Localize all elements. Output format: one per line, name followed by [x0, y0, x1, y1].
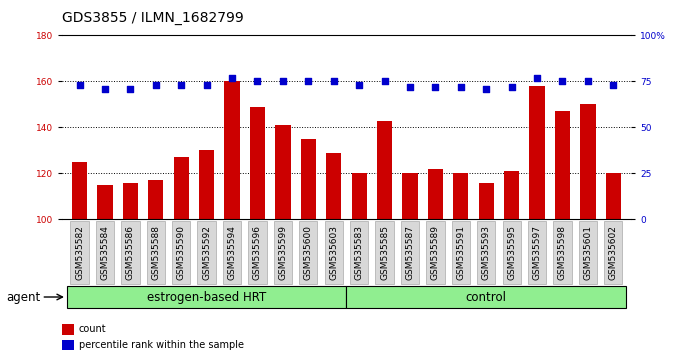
FancyBboxPatch shape	[451, 222, 470, 284]
FancyBboxPatch shape	[223, 222, 241, 284]
Text: GSM535593: GSM535593	[482, 225, 490, 280]
FancyBboxPatch shape	[604, 222, 622, 284]
Point	[252, 79, 263, 84]
Point	[303, 79, 314, 84]
Point	[405, 84, 416, 90]
FancyBboxPatch shape	[71, 222, 88, 284]
Bar	[174, 157, 189, 219]
Text: estrogen-based HRT: estrogen-based HRT	[147, 291, 266, 303]
Text: GSM535588: GSM535588	[152, 225, 161, 280]
Point	[608, 82, 619, 88]
Text: count: count	[79, 324, 106, 334]
Text: percentile rank within the sample: percentile rank within the sample	[79, 340, 244, 350]
FancyBboxPatch shape	[299, 222, 318, 284]
FancyBboxPatch shape	[121, 222, 139, 284]
Text: GSM535590: GSM535590	[177, 225, 186, 280]
Bar	[351, 173, 367, 219]
Text: GSM535592: GSM535592	[202, 225, 211, 280]
Text: control: control	[466, 291, 507, 303]
Bar	[72, 162, 87, 219]
Bar	[326, 153, 342, 219]
Bar	[62, 340, 74, 350]
Bar	[123, 183, 138, 219]
Bar	[250, 107, 265, 219]
Text: GSM535603: GSM535603	[329, 225, 338, 280]
FancyBboxPatch shape	[198, 222, 216, 284]
Bar	[148, 181, 163, 219]
FancyBboxPatch shape	[172, 222, 190, 284]
Bar	[224, 81, 239, 219]
Text: GSM535584: GSM535584	[100, 225, 110, 280]
Text: GSM535583: GSM535583	[355, 225, 364, 280]
Text: GSM535598: GSM535598	[558, 225, 567, 280]
FancyBboxPatch shape	[248, 222, 267, 284]
Bar	[555, 111, 570, 219]
Point	[277, 79, 288, 84]
Bar	[275, 125, 290, 219]
Point	[201, 82, 212, 88]
Text: GSM535585: GSM535585	[380, 225, 389, 280]
Bar	[479, 183, 494, 219]
FancyBboxPatch shape	[401, 222, 419, 284]
Point	[557, 79, 568, 84]
Bar	[504, 171, 519, 219]
Point	[74, 82, 85, 88]
Text: GSM535596: GSM535596	[253, 225, 262, 280]
Point	[506, 84, 517, 90]
Text: GSM535600: GSM535600	[304, 225, 313, 280]
Text: GSM535582: GSM535582	[75, 225, 84, 280]
FancyBboxPatch shape	[96, 222, 114, 284]
Bar	[606, 173, 621, 219]
FancyBboxPatch shape	[503, 222, 521, 284]
Text: GSM535586: GSM535586	[126, 225, 135, 280]
Point	[226, 75, 237, 81]
FancyBboxPatch shape	[324, 222, 343, 284]
Bar	[377, 120, 392, 219]
Point	[328, 79, 339, 84]
Point	[532, 75, 543, 81]
Text: agent: agent	[6, 291, 40, 303]
Bar	[199, 150, 214, 219]
Bar	[428, 169, 443, 219]
FancyBboxPatch shape	[67, 286, 346, 308]
Text: GSM535589: GSM535589	[431, 225, 440, 280]
Point	[481, 86, 492, 92]
FancyBboxPatch shape	[375, 222, 394, 284]
Point	[430, 84, 441, 90]
Bar	[453, 173, 469, 219]
Point	[456, 84, 466, 90]
FancyBboxPatch shape	[554, 222, 571, 284]
Text: GSM535595: GSM535595	[507, 225, 516, 280]
Bar	[530, 86, 545, 219]
Bar	[300, 139, 316, 219]
Text: GSM535602: GSM535602	[609, 225, 618, 280]
FancyBboxPatch shape	[426, 222, 445, 284]
FancyBboxPatch shape	[274, 222, 292, 284]
Point	[150, 82, 161, 88]
Point	[99, 86, 110, 92]
Text: GSM535591: GSM535591	[456, 225, 465, 280]
Text: GSM535587: GSM535587	[405, 225, 414, 280]
FancyBboxPatch shape	[147, 222, 165, 284]
Point	[125, 86, 136, 92]
Point	[176, 82, 187, 88]
Point	[354, 82, 365, 88]
FancyBboxPatch shape	[528, 222, 546, 284]
FancyBboxPatch shape	[350, 222, 368, 284]
FancyBboxPatch shape	[477, 222, 495, 284]
Point	[582, 79, 593, 84]
FancyBboxPatch shape	[346, 286, 626, 308]
Bar	[580, 104, 595, 219]
Bar	[62, 324, 74, 335]
Bar	[97, 185, 113, 219]
Text: GSM535597: GSM535597	[532, 225, 541, 280]
Text: GSM535599: GSM535599	[279, 225, 287, 280]
Bar	[403, 173, 418, 219]
Text: GSM535601: GSM535601	[583, 225, 593, 280]
Text: GSM535594: GSM535594	[228, 225, 237, 280]
FancyBboxPatch shape	[579, 222, 597, 284]
Text: GDS3855 / ILMN_1682799: GDS3855 / ILMN_1682799	[62, 11, 244, 25]
Point	[379, 79, 390, 84]
